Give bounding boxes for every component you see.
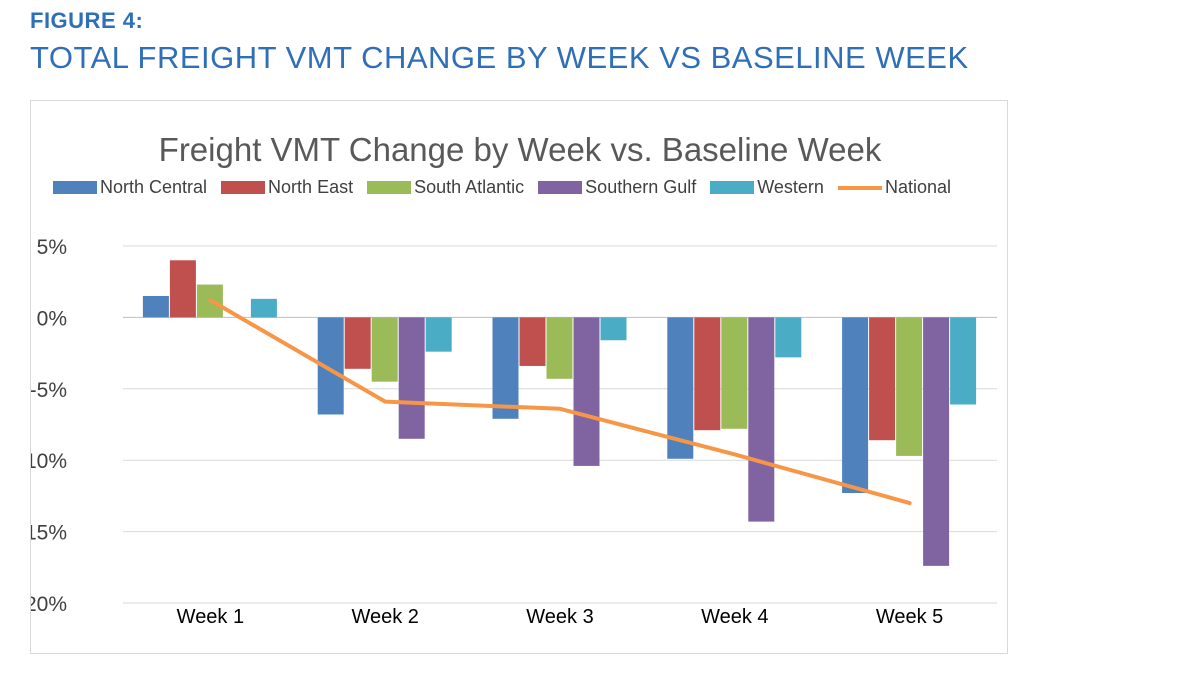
bar-north-east — [519, 317, 546, 366]
bar-north-east — [169, 260, 196, 318]
bar-south-atlantic — [546, 317, 573, 379]
figure-label: FIGURE 4: — [30, 8, 144, 33]
chart-svg: Freight VMT Change by Week vs. Baseline … — [31, 131, 997, 628]
bar-north-east — [344, 317, 371, 369]
bar-north-east — [869, 317, 896, 441]
legend-swatch — [837, 185, 882, 190]
y-tick-label: -20% — [31, 593, 67, 616]
bar-western — [600, 317, 627, 341]
legend-item: Western — [710, 177, 824, 198]
legend-label: North East — [268, 177, 354, 197]
bar-north-central — [667, 317, 694, 459]
bar-southern-gulf — [748, 317, 775, 522]
bar-southern-gulf — [398, 317, 425, 439]
bar-western — [250, 298, 277, 318]
bar-southern-gulf — [573, 317, 600, 466]
x-tick-label: Week 4 — [701, 606, 768, 628]
legend-label: South Atlantic — [414, 177, 525, 197]
legend-item: North Central — [53, 177, 207, 198]
chart-legend: North Central North East South Atlantic Sou… — [53, 177, 1003, 198]
legend-label: North Central — [100, 177, 208, 197]
legend-item: South Atlantic — [367, 177, 524, 198]
x-tick-label: Week 2 — [351, 606, 418, 628]
legend-swatch — [538, 181, 583, 194]
y-tick-label: -15% — [31, 522, 67, 545]
bar-western — [775, 317, 802, 358]
legend-item: National — [837, 177, 951, 198]
x-tick-label: Week 1 — [177, 606, 244, 628]
bar-south-atlantic — [896, 317, 923, 456]
legend-swatch — [221, 181, 266, 194]
y-tick-label: -10% — [31, 450, 67, 473]
legend-swatch — [53, 181, 97, 194]
bar-north-east — [694, 317, 721, 431]
bar-south-atlantic — [721, 317, 748, 429]
y-tick-label: 5% — [37, 236, 67, 259]
bar-western — [950, 317, 977, 405]
legend-item: Southern Gulf — [538, 177, 696, 198]
bar-north-central — [492, 317, 519, 419]
bar-south-atlantic — [371, 317, 398, 382]
line-national — [208, 298, 912, 506]
x-tick-label: Week 5 — [876, 606, 943, 628]
bar-western — [425, 317, 452, 352]
legend-label: Western — [757, 177, 824, 197]
bar-north-central — [142, 295, 169, 318]
legend-swatch — [367, 181, 412, 194]
legend-label: Southern Gulf — [585, 177, 697, 197]
figure-heading: TOTAL FREIGHT VMT CHANGE BY WEEK VS BASE… — [30, 40, 969, 75]
legend-swatch — [710, 181, 755, 194]
bar-north-central — [842, 317, 869, 494]
x-tick-label: Week 3 — [526, 606, 593, 628]
chart-title: Freight VMT Change by Week vs. Baseline … — [159, 131, 882, 168]
y-tick-label: 0% — [37, 307, 67, 330]
legend-item: North East — [221, 177, 353, 198]
chart-container: Freight VMT Change by Week vs. Baseline … — [30, 100, 1008, 654]
y-tick-label: -5% — [31, 379, 67, 402]
bar-southern-gulf — [923, 317, 950, 566]
legend-label: National — [884, 177, 951, 197]
